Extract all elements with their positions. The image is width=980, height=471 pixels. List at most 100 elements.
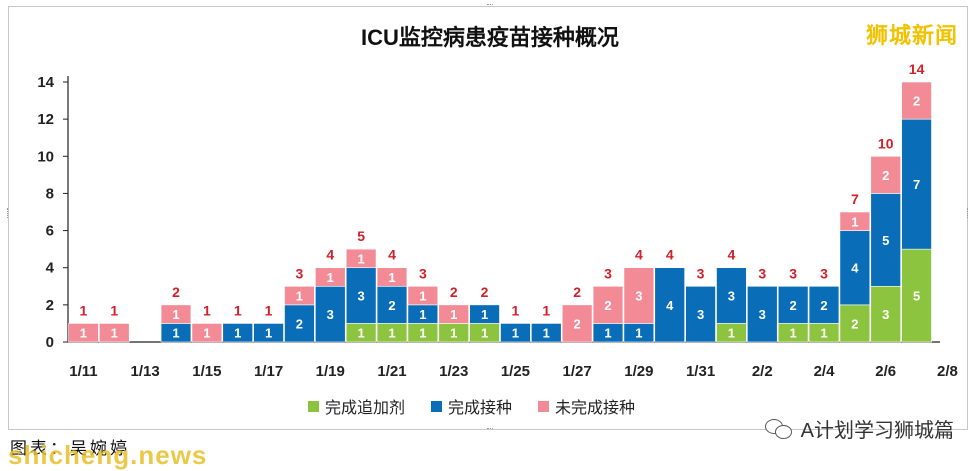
x-tick-label: 1/13 (131, 363, 160, 380)
y-tick-label: 14 (37, 74, 54, 91)
bar-segment-unvaccinated (345, 248, 377, 269)
segment-value-label: 1 (234, 326, 241, 341)
bar-total-label: 4 (728, 247, 736, 263)
segment-value-label: 5 (882, 233, 889, 248)
segment-value-label: 1 (635, 326, 642, 341)
bar-total-label: 4 (635, 247, 643, 263)
wechat-icon (764, 418, 793, 439)
y-tick-label: 2 (46, 297, 54, 314)
bar-total-label: 2 (573, 284, 581, 300)
bar-segment-unvaccinated (839, 211, 871, 231)
bar-segment-vaccinated (345, 267, 377, 324)
bar-segment-vaccinated (685, 285, 716, 343)
y-tick-label: 4 (46, 260, 55, 277)
segment-value-label: 2 (388, 298, 395, 313)
segment-value-label: 1 (80, 326, 87, 341)
segment-value-label: 1 (604, 326, 611, 341)
bar-total-label: 5 (357, 228, 365, 244)
x-tick-label: 1/23 (439, 363, 468, 380)
segment-value-label: 4 (851, 261, 859, 276)
segment-value-label: 1 (851, 214, 858, 229)
segment-value-label: 1 (172, 326, 179, 341)
bar-total-label: 3 (604, 265, 612, 281)
bar-segment-vaccinated (716, 267, 747, 324)
bar-segment-unvaccinated (592, 285, 624, 324)
bar-total-label: 3 (296, 265, 304, 281)
y-tick-label: 0 (46, 334, 54, 351)
bar-total-label: 3 (419, 265, 427, 281)
segment-value-label: 1 (172, 307, 179, 322)
bar-segment-unvaccinated (376, 267, 408, 287)
segment-value-label: 1 (790, 326, 797, 341)
bar-total-label: 1 (265, 302, 273, 318)
segment-value-label: 3 (327, 307, 334, 322)
bar-segment-vaccinated (654, 267, 685, 343)
segment-value-label: 1 (820, 326, 827, 341)
bar-segment-vaccinated (777, 285, 809, 324)
segment-value-label: 1 (358, 326, 365, 341)
segment-value-label: 2 (820, 298, 827, 313)
bar-total-label: 4 (666, 247, 674, 263)
resize-handle-bottom[interactable] (487, 428, 493, 432)
bar-total-label: 2 (172, 284, 180, 300)
bar-segment-vaccinated (870, 193, 901, 287)
x-tick-label: 1/11 (69, 363, 97, 380)
bar-segment-unvaccinated (561, 304, 593, 343)
segment-value-label: 1 (296, 289, 303, 304)
segment-value-label: 1 (543, 326, 550, 341)
bar-segment-vaccinated (253, 323, 284, 343)
segment-value-label: 1 (512, 326, 519, 341)
bar-total-label: 2 (450, 284, 458, 300)
legend-label-unvaccinated: 未完成接种 (555, 400, 636, 417)
chart-title: ICU监控病患疫苗接种概况 (361, 25, 619, 50)
bar-segment-booster (901, 248, 932, 343)
segment-value-label: 1 (327, 270, 334, 285)
bar-segment-unvaccinated (68, 323, 99, 343)
segment-value-label: 2 (913, 94, 920, 109)
site-watermark: shicheng.news (8, 440, 208, 470)
bar-segment-vaccinated (500, 323, 531, 343)
chart-frame (8, 6, 968, 430)
segment-value-label: 2 (790, 298, 797, 313)
chart-credit: 图表：吴婉婷 (10, 439, 130, 458)
segment-value-label: 3 (882, 307, 889, 322)
bar-segment-unvaccinated (623, 267, 655, 324)
bar-segment-unvaccinated (191, 323, 223, 343)
bar-segment-unvaccinated (870, 155, 901, 194)
resize-handle-left[interactable] (7, 208, 11, 218)
x-tick-label: 1/25 (501, 363, 530, 380)
segment-value-label: 1 (388, 326, 395, 341)
segment-value-label: 3 (358, 289, 365, 304)
legend-swatch-unvaccinated (538, 400, 550, 412)
wechat-account-name: A计划学习狮城篇 (800, 420, 954, 442)
bar-total-label: 14 (909, 61, 925, 77)
bar-total-label: 10 (878, 135, 894, 151)
x-tick-label: 1/27 (563, 363, 592, 380)
segment-value-label: 1 (450, 307, 457, 322)
bar-total-label: 1 (80, 302, 88, 318)
bar-segment-unvaccinated (99, 323, 130, 343)
y-tick-label: 12 (37, 111, 54, 128)
bar-total-label: 1 (203, 302, 211, 318)
bar-segment-booster (870, 285, 901, 343)
x-tick-label: 1/21 (377, 363, 406, 380)
segment-value-label: 7 (913, 177, 920, 192)
segment-value-label: 2 (851, 316, 858, 331)
segment-value-label: 1 (481, 326, 488, 341)
resize-handle-top[interactable] (487, 4, 493, 8)
bar-total-label: 4 (326, 247, 334, 263)
bar-segment-vaccinated (531, 323, 562, 343)
resize-handle-right[interactable] (967, 208, 971, 218)
bar-total-label: 1 (542, 302, 550, 318)
y-tick-label: 6 (46, 223, 54, 240)
bar-segment-vaccinated (376, 285, 408, 324)
wechat-account[interactable]: A计划学习狮城篇 (764, 414, 954, 443)
bar-total-label: 3 (697, 265, 705, 281)
bar-total-label: 1 (234, 302, 242, 318)
segment-value-label: 2 (882, 168, 889, 183)
bar-total-label: 3 (789, 265, 797, 281)
legend-item-unvaccinated: 未完成接种 (538, 394, 635, 418)
segment-value-label: 1 (111, 326, 118, 341)
segment-value-label: 1 (419, 326, 426, 341)
